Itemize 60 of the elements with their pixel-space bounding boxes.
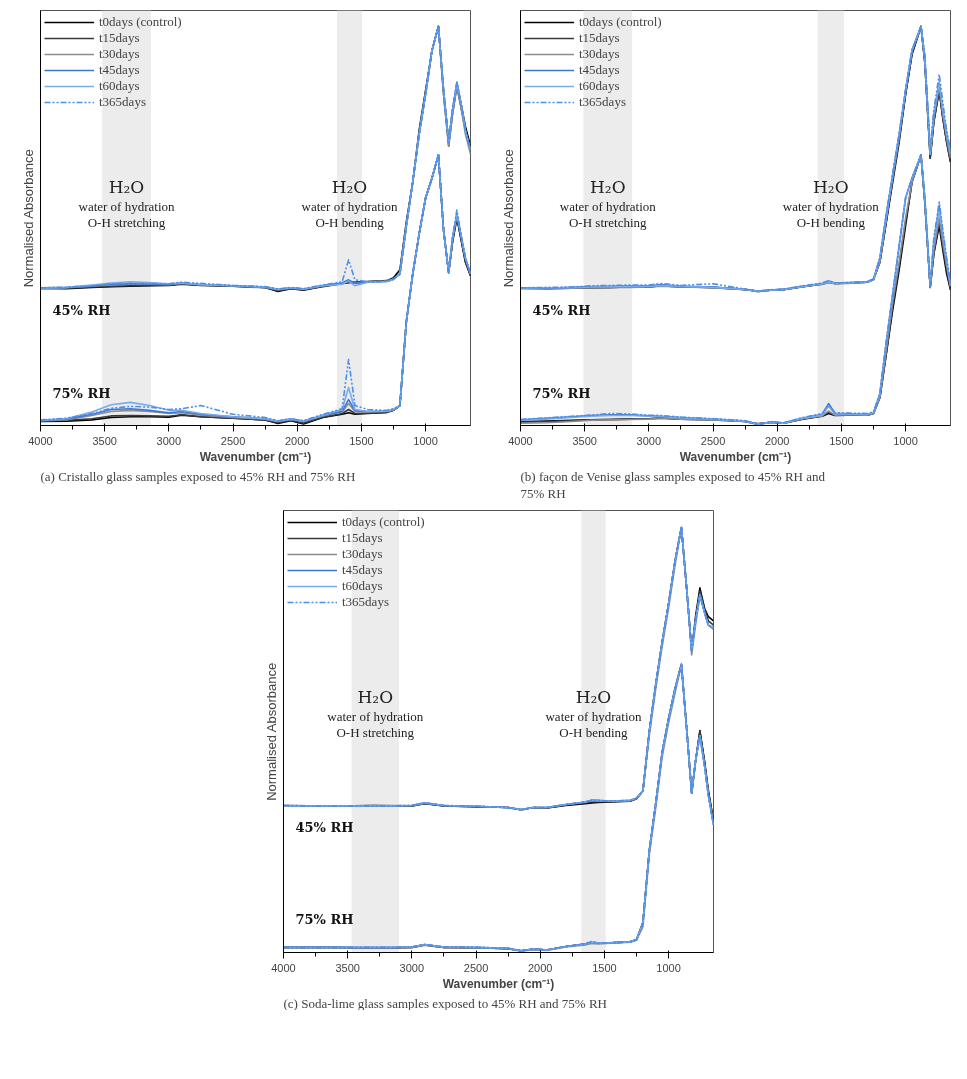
x-tick-label: 2000 xyxy=(764,434,790,447)
x-tick-label: 2500 xyxy=(220,434,246,447)
annotation: 75% RH xyxy=(52,386,111,402)
x-tick-label: 3500 xyxy=(572,434,597,447)
legend-label: t15days xyxy=(579,30,620,46)
x-tick-label: 3500 xyxy=(335,961,360,974)
x-tick-label: 1000 xyxy=(656,961,681,974)
x-tick-label: 4000 xyxy=(271,961,296,974)
text: (b) façon de Venise glass samples exposed to 45% RH and 75% RH xyxy=(520,468,826,501)
x-tick-label: 1000 xyxy=(893,434,918,447)
legend-label: t60days xyxy=(342,578,383,594)
legend-label: t365days xyxy=(579,94,626,110)
band-label: H₂O water of hydration O-H bending xyxy=(301,176,399,230)
band-label: H₂O water of hydration O-H stretching xyxy=(327,687,424,741)
annotation: 45% RH xyxy=(295,819,354,835)
x-axis-title: Wavenumber (cm⁻¹) xyxy=(199,449,312,464)
band-label: H₂O water of hydration O-H stretching xyxy=(559,176,657,230)
x-tick-label: 3000 xyxy=(156,434,182,447)
y-axis-title: Normalised Absorbance xyxy=(20,149,36,288)
legend-label: t365days xyxy=(342,594,389,610)
legend-label: t45days xyxy=(342,562,383,578)
x-axis-title: Wavenumber (cm⁻¹) xyxy=(442,976,555,991)
legend-label: t0days (control) xyxy=(99,14,182,30)
legend-label: t0days (control) xyxy=(342,514,425,530)
x-axis-title: Wavenumber (cm⁻¹) xyxy=(679,449,792,464)
x-tick-label: 3500 xyxy=(92,434,117,447)
x-tick-label: 4000 xyxy=(28,434,53,447)
annotation: 45% RH xyxy=(52,302,111,318)
y-axis-title: Normalised Absorbance xyxy=(500,149,516,288)
x-tick-label: 1500 xyxy=(592,961,617,974)
text: (a) Cristallo glass samples exposed to 45% RH and 75% RH xyxy=(40,468,356,484)
x-tick-label: 1000 xyxy=(413,434,438,447)
legend-label: t60days xyxy=(99,78,140,94)
annotation: 75% RH xyxy=(295,911,354,927)
legend-label: t15days xyxy=(99,30,140,46)
annotation: 75% RH xyxy=(532,386,591,402)
legend-label: t30days xyxy=(579,46,620,62)
x-tick-label: 1500 xyxy=(349,434,374,447)
legend-label: t45days xyxy=(579,62,620,78)
x-tick-label: 3000 xyxy=(399,961,425,974)
x-tick-label: 2000 xyxy=(527,961,553,974)
x-tick-label: 2000 xyxy=(284,434,310,447)
legend-label: t60days xyxy=(579,78,620,94)
x-tick-label: 4000 xyxy=(508,434,533,447)
x-tick-label: 3000 xyxy=(636,434,662,447)
x-tick-label: 1500 xyxy=(829,434,854,447)
annotation: 45% RH xyxy=(532,302,591,318)
legend-label: t30days xyxy=(342,546,383,562)
text: (c) Soda-lime glass samples exposed to 45% RH and 75% RH xyxy=(283,995,608,1011)
legend-label: t0days (control) xyxy=(579,14,662,30)
x-tick-label: 2500 xyxy=(463,961,489,974)
x-tick-label: 2500 xyxy=(700,434,726,447)
band-label: H₂O water of hydration O-H bending xyxy=(545,687,642,741)
legend-label: t15days xyxy=(342,530,383,546)
legend-label: t45days xyxy=(99,62,140,78)
legend-label: t30days xyxy=(99,46,140,62)
legend-label: t365days xyxy=(99,94,146,110)
band-label: H₂O water of hydration O-H bending xyxy=(782,176,880,230)
y-axis-title: Normalised Absorbance xyxy=(263,662,279,801)
band-label: H₂O water of hydration O-H stretching xyxy=(78,176,176,230)
